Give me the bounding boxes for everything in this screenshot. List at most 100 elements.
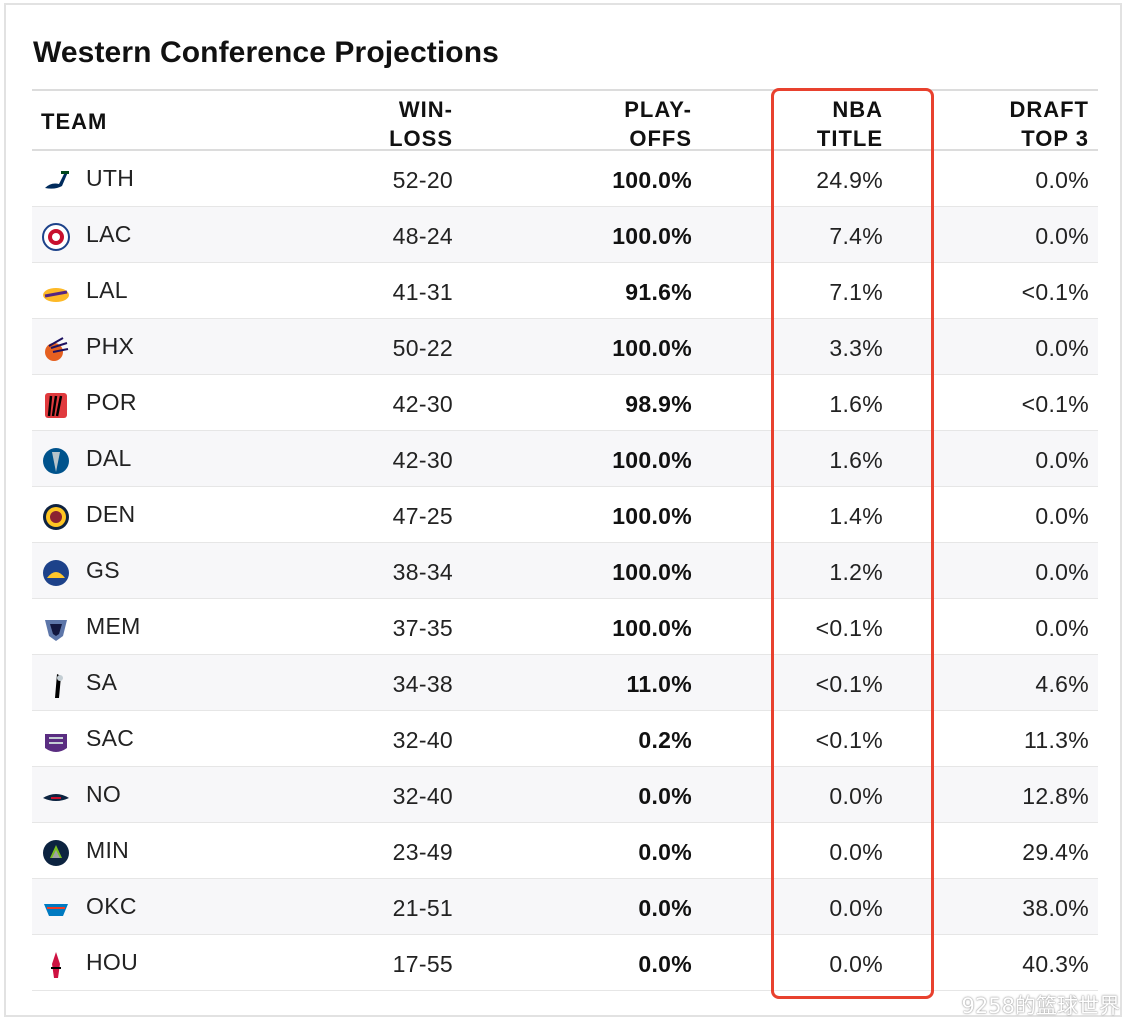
team-abbreviation[interactable]: NO bbox=[86, 781, 122, 807]
draft-top3-cell: 4.6% bbox=[1035, 671, 1089, 697]
playoffs-cell: 100.0% bbox=[612, 615, 692, 641]
winloss-cell: 32-40 bbox=[392, 727, 453, 753]
team-abbreviation[interactable]: LAL bbox=[86, 277, 128, 303]
column-header-draft-line2: TOP 3 bbox=[1021, 126, 1089, 151]
nba-title-cell: 0.0% bbox=[829, 895, 883, 921]
table-row[interactable]: MEM 37-35 100.0% <0.1% 0.0% bbox=[32, 599, 1098, 655]
winloss-cell: 48-24 bbox=[392, 223, 453, 249]
column-header-playoffs-line2: OFFS bbox=[629, 126, 692, 151]
nba-title-cell: <0.1% bbox=[815, 615, 883, 641]
nba-title-cell: 1.6% bbox=[829, 391, 883, 417]
winloss-cell: 21-51 bbox=[392, 895, 453, 921]
draft-top3-cell: 0.0% bbox=[1035, 615, 1089, 641]
draft-top3-cell: 11.3% bbox=[1023, 727, 1089, 753]
playoffs-cell: 100.0% bbox=[612, 503, 692, 529]
nba-title-cell: 0.0% bbox=[829, 951, 883, 977]
playoffs-cell: 91.6% bbox=[625, 279, 692, 305]
winloss-cell: 32-40 bbox=[392, 783, 453, 809]
team-abbreviation[interactable]: DEN bbox=[86, 501, 136, 527]
table-row[interactable]: GS 38-34 100.0% 1.2% 0.0% bbox=[32, 543, 1098, 599]
draft-top3-cell: 38.0% bbox=[1022, 895, 1089, 921]
playoffs-cell: 0.0% bbox=[638, 839, 692, 865]
column-header-team[interactable]: TEAM bbox=[41, 109, 108, 134]
column-header-playoffs[interactable]: PLAY- OFFS bbox=[624, 95, 692, 153]
draft-top3-cell: 0.0% bbox=[1035, 167, 1089, 193]
playoffs-cell: 100.0% bbox=[612, 167, 692, 193]
team-abbreviation[interactable]: PHX bbox=[86, 333, 135, 359]
draft-top3-cell: 29.4% bbox=[1022, 839, 1089, 865]
nba-title-cell: 7.1% bbox=[829, 279, 883, 305]
playoffs-cell: 0.0% bbox=[638, 895, 692, 921]
playoffs-cell: 11.0% bbox=[626, 671, 692, 697]
pelicans-logo-icon bbox=[41, 782, 71, 812]
team-abbreviation[interactable]: DAL bbox=[86, 445, 132, 471]
nba-title-cell: 0.0% bbox=[829, 783, 883, 809]
nba-title-cell: <0.1% bbox=[815, 671, 883, 697]
table-row[interactable]: DAL 42-30 100.0% 1.6% 0.0% bbox=[32, 431, 1098, 487]
table-row[interactable]: OKC 21-51 0.0% 0.0% 38.0% bbox=[32, 879, 1098, 935]
team-abbreviation[interactable]: MIN bbox=[86, 837, 130, 863]
table-row[interactable]: MIN 23-49 0.0% 0.0% 29.4% bbox=[32, 823, 1098, 879]
column-header-winloss[interactable]: WIN- LOSS bbox=[389, 95, 453, 153]
nba-title-cell: 1.4% bbox=[829, 503, 883, 529]
table-header: TEAM WIN- LOSS PLAY- OFFS NBA TITLE DRAF… bbox=[32, 89, 1098, 151]
nba-title-cell: 0.0% bbox=[829, 839, 883, 865]
timberwolves-logo-icon bbox=[41, 838, 71, 868]
team-abbreviation[interactable]: GS bbox=[86, 557, 120, 583]
column-header-nba-title[interactable]: NBA TITLE bbox=[817, 95, 883, 153]
nba-title-cell: 24.9% bbox=[816, 167, 883, 193]
table-row[interactable]: POR 42-30 98.9% 1.6% <0.1% bbox=[32, 375, 1098, 431]
rockets-logo-icon bbox=[41, 950, 71, 980]
nba-title-cell: 1.6% bbox=[829, 447, 883, 473]
column-header-winloss-line1: WIN- bbox=[398, 97, 453, 122]
table-row[interactable]: SAC 32-40 0.2% <0.1% 11.3% bbox=[32, 711, 1098, 767]
draft-top3-cell: 0.0% bbox=[1035, 559, 1089, 585]
page-title: Western Conference Projections bbox=[33, 36, 499, 69]
table-row[interactable]: LAC 48-24 100.0% 7.4% 0.0% bbox=[32, 207, 1098, 263]
winloss-cell: 34-38 bbox=[392, 671, 453, 697]
column-header-playoffs-line1: PLAY- bbox=[624, 97, 692, 122]
table-row[interactable]: UTH 52-20 100.0% 24.9% 0.0% bbox=[32, 151, 1098, 207]
table-row[interactable]: HOU 17-55 0.0% 0.0% 40.3% bbox=[32, 935, 1098, 991]
projections-table: TEAM WIN- LOSS PLAY- OFFS NBA TITLE DRAF… bbox=[32, 89, 1098, 991]
playoffs-cell: 0.2% bbox=[638, 727, 692, 753]
nba-title-cell: <0.1% bbox=[815, 727, 883, 753]
playoffs-cell: 0.0% bbox=[638, 783, 692, 809]
playoffs-cell: 100.0% bbox=[612, 559, 692, 585]
playoffs-cell: 100.0% bbox=[612, 223, 692, 249]
team-abbreviation[interactable]: UTH bbox=[86, 165, 135, 191]
team-abbreviation[interactable]: OKC bbox=[86, 893, 137, 919]
kings-logo-icon bbox=[41, 726, 71, 756]
draft-top3-cell: 12.8% bbox=[1022, 783, 1089, 809]
table-row[interactable]: LAL 41-31 91.6% 7.1% <0.1% bbox=[32, 263, 1098, 319]
playoffs-cell: 100.0% bbox=[612, 335, 692, 361]
team-abbreviation[interactable]: HOU bbox=[86, 949, 139, 975]
team-abbreviation[interactable]: MEM bbox=[86, 613, 141, 639]
draft-top3-cell: 0.0% bbox=[1035, 223, 1089, 249]
winloss-cell: 50-22 bbox=[392, 335, 453, 361]
table-row[interactable]: NO 32-40 0.0% 0.0% 12.8% bbox=[32, 767, 1098, 823]
column-header-draft-top3[interactable]: DRAFT TOP 3 bbox=[1009, 95, 1089, 153]
mavericks-logo-icon bbox=[41, 446, 71, 476]
watermark: 9258的篮球世界 bbox=[961, 994, 1120, 1018]
draft-top3-cell: 0.0% bbox=[1035, 335, 1089, 361]
team-abbreviation[interactable]: SAC bbox=[86, 725, 135, 751]
table-row[interactable]: DEN 47-25 100.0% 1.4% 0.0% bbox=[32, 487, 1098, 543]
winloss-cell: 37-35 bbox=[392, 615, 453, 641]
team-abbreviation[interactable]: LAC bbox=[86, 221, 132, 247]
warriors-logo-icon bbox=[41, 558, 71, 588]
team-abbreviation[interactable]: SA bbox=[86, 669, 118, 695]
winloss-cell: 42-30 bbox=[392, 447, 453, 473]
table-row[interactable]: SA 34-38 11.0% <0.1% 4.6% bbox=[32, 655, 1098, 711]
suns-logo-icon bbox=[41, 334, 71, 364]
draft-top3-cell: <0.1% bbox=[1021, 391, 1089, 417]
table-row[interactable]: PHX 50-22 100.0% 3.3% 0.0% bbox=[32, 319, 1098, 375]
team-abbreviation[interactable]: POR bbox=[86, 389, 137, 415]
column-header-nba-title-line2: TITLE bbox=[816, 126, 883, 151]
nba-title-cell: 7.4% bbox=[829, 223, 883, 249]
clippers-logo-icon bbox=[41, 222, 71, 252]
winloss-cell: 38-34 bbox=[392, 559, 453, 585]
playoffs-cell: 0.0% bbox=[638, 951, 692, 977]
winloss-cell: 41-31 bbox=[392, 279, 453, 305]
winloss-cell: 23-49 bbox=[392, 839, 453, 865]
